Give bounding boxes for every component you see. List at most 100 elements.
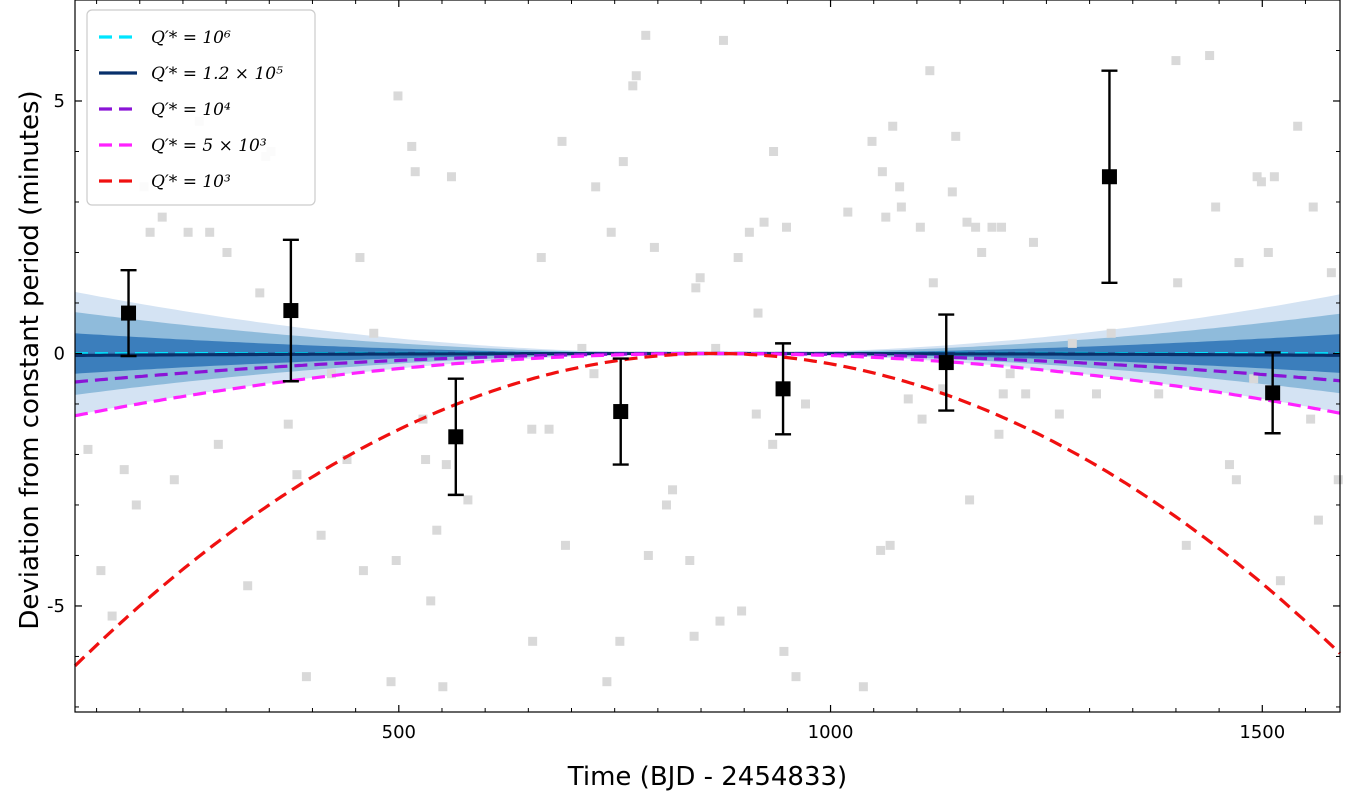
measurement-marker bbox=[448, 429, 464, 445]
legend-entry-1: Q′* = 1.2 × 10⁵ bbox=[99, 64, 283, 84]
background-point bbox=[962, 217, 972, 227]
legend-entry-3: Q′* = 5 × 10³ bbox=[99, 136, 267, 156]
measurement-6 bbox=[1101, 69, 1118, 284]
background-point bbox=[183, 227, 193, 237]
background-point bbox=[1234, 258, 1244, 268]
y-tick-label: 0 bbox=[54, 343, 65, 364]
background-point bbox=[733, 253, 743, 263]
background-point bbox=[1249, 374, 1259, 384]
background-point bbox=[779, 646, 789, 656]
background-points bbox=[83, 30, 1343, 692]
measurements bbox=[120, 69, 1281, 497]
background-point bbox=[685, 556, 695, 566]
x-axis-label: Time (BJD - 2454833) bbox=[567, 762, 847, 792]
background-point bbox=[867, 136, 877, 146]
background-point bbox=[527, 424, 537, 434]
background-point bbox=[369, 328, 379, 338]
background-point bbox=[888, 121, 898, 131]
background-point bbox=[1173, 278, 1183, 288]
background-point bbox=[631, 71, 641, 81]
measurement-4 bbox=[775, 342, 792, 436]
background-point bbox=[255, 288, 265, 298]
background-point bbox=[715, 616, 725, 626]
background-point bbox=[737, 606, 747, 616]
background-point bbox=[1091, 389, 1101, 399]
model-curves bbox=[73, 351, 1342, 668]
background-point bbox=[628, 81, 638, 91]
measurement-marker bbox=[1265, 385, 1281, 401]
background-point bbox=[689, 631, 699, 641]
background-point bbox=[1252, 172, 1262, 182]
background-point bbox=[858, 682, 868, 692]
background-point bbox=[446, 172, 456, 182]
background-point bbox=[1181, 540, 1191, 550]
background-point bbox=[718, 35, 728, 45]
background-point bbox=[1326, 268, 1336, 278]
measurement-marker bbox=[121, 305, 137, 321]
axis-ticks: 500 1000 1500 -5 0 5 bbox=[47, 0, 1340, 743]
legend-entry-0: Q′* = 10⁶ bbox=[99, 28, 231, 48]
background-point bbox=[157, 212, 167, 222]
background-point bbox=[83, 444, 93, 454]
background-point bbox=[407, 141, 417, 151]
background-point bbox=[213, 439, 223, 449]
background-point bbox=[951, 131, 961, 141]
background-point bbox=[1275, 576, 1285, 586]
background-point bbox=[971, 222, 981, 232]
background-point bbox=[131, 500, 141, 510]
background-point bbox=[947, 187, 957, 197]
background-point bbox=[615, 636, 625, 646]
background-point bbox=[1263, 247, 1273, 257]
background-point bbox=[426, 596, 436, 606]
background-point bbox=[1308, 202, 1318, 212]
background-point bbox=[292, 470, 302, 480]
background-point bbox=[536, 253, 546, 263]
model-curve-2 bbox=[74, 351, 1341, 384]
background-point bbox=[386, 677, 396, 687]
measurement-7 bbox=[1264, 351, 1281, 435]
legend-label: Q′* = 10³ bbox=[151, 172, 231, 192]
y-tick-label: 5 bbox=[54, 91, 65, 112]
background-point bbox=[843, 207, 853, 217]
plot-frame bbox=[74, 0, 1341, 713]
legend-label: Q′* = 10⁴ bbox=[151, 100, 231, 120]
legend-box bbox=[86, 9, 316, 206]
background-point bbox=[421, 455, 431, 465]
background-point bbox=[751, 409, 761, 419]
background-point bbox=[560, 540, 570, 550]
background-point bbox=[928, 278, 938, 288]
background-point bbox=[410, 167, 420, 177]
background-point bbox=[96, 566, 106, 576]
background-point bbox=[903, 394, 913, 404]
background-point bbox=[1313, 515, 1323, 525]
background-point bbox=[463, 495, 473, 505]
background-point bbox=[107, 611, 117, 621]
background-point bbox=[1333, 475, 1343, 485]
background-point bbox=[661, 500, 671, 510]
background-point bbox=[1205, 51, 1215, 61]
y-axis-label: Deviation from constant period (minutes) bbox=[15, 90, 45, 629]
measurement-marker bbox=[613, 404, 629, 420]
background-point bbox=[881, 212, 891, 222]
x-tick-label: 1500 bbox=[1239, 722, 1285, 743]
background-point bbox=[768, 439, 778, 449]
background-point bbox=[925, 66, 935, 76]
background-point bbox=[1054, 409, 1064, 419]
background-point bbox=[997, 222, 1007, 232]
background-point bbox=[1211, 202, 1221, 212]
background-point bbox=[876, 545, 886, 555]
measurement-3 bbox=[612, 357, 629, 466]
legend-label: Q′* = 1.2 × 10⁵ bbox=[151, 64, 283, 84]
background-point bbox=[915, 222, 925, 232]
legend: Q′* = 10⁶ Q′* = 1.2 × 10⁵ Q′* = 10⁴ Q′* = 5… bbox=[86, 9, 316, 206]
background-point bbox=[965, 495, 975, 505]
background-point bbox=[643, 550, 653, 560]
background-point bbox=[1106, 328, 1116, 338]
background-point bbox=[1231, 475, 1241, 485]
background-point bbox=[753, 308, 763, 318]
background-point bbox=[895, 182, 905, 192]
background-point bbox=[1293, 121, 1303, 131]
background-point bbox=[355, 253, 365, 263]
background-point bbox=[589, 369, 599, 379]
